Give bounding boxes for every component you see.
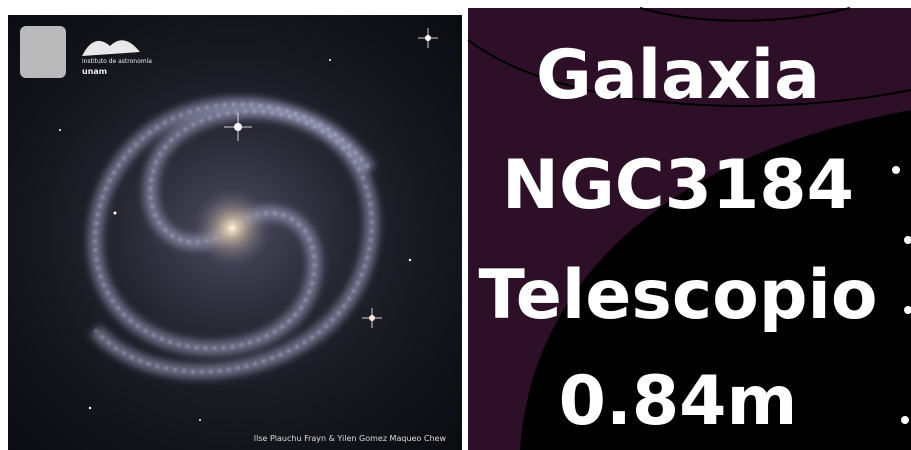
logo-text: unam: [82, 67, 107, 76]
page: instituto de astronomía unam Ilse Plauch…: [0, 0, 911, 450]
composite-image: instituto de astronomía unam Ilse Plauch…: [0, 0, 911, 450]
headline-line: 0.84m: [559, 362, 798, 441]
title-panel: Galaxia NGC3184 Telescopio 0.84m: [468, 8, 911, 450]
unam-shield: [20, 26, 66, 78]
photo-credit: Ilse Plauchu Frayn & Yilen Gomez Maqueo …: [254, 434, 447, 443]
galaxy-photo: instituto de astronomía unam Ilse Plauch…: [8, 15, 462, 450]
headline-line: NGC3184: [502, 146, 854, 225]
headline-line: Galaxia: [536, 36, 820, 115]
logo-text: instituto de astronomía: [82, 58, 152, 65]
headline-line: Telescopio: [478, 256, 877, 335]
